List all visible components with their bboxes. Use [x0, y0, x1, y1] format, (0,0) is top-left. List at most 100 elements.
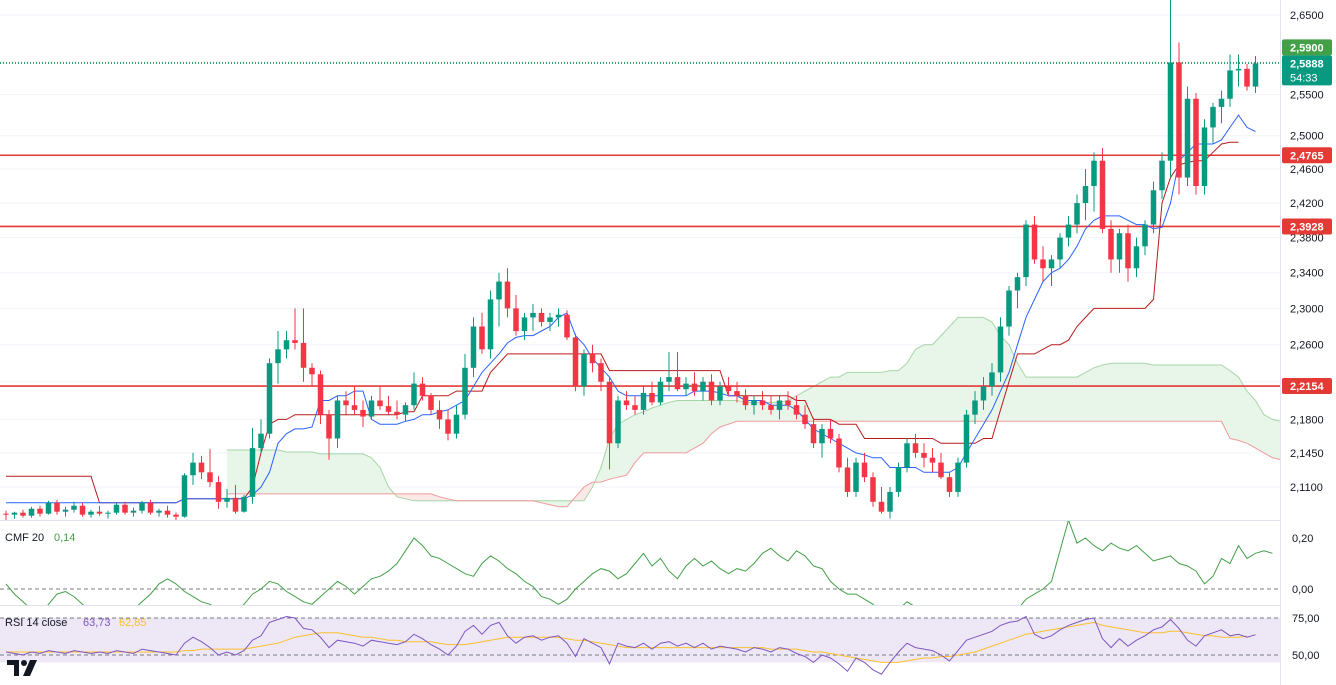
candle [1125, 224, 1131, 282]
candle [547, 312, 553, 332]
candle [419, 377, 426, 401]
candle [666, 352, 672, 392]
candle [79, 502, 86, 517]
rsi-pane[interactable] [0, 615, 1280, 675]
candle [173, 512, 179, 520]
candle-body [861, 462, 868, 478]
candles[interactable] [3, 0, 1259, 521]
candle-body [997, 326, 1004, 373]
candle [1142, 220, 1148, 256]
cloud-segment [312, 451, 321, 494]
candle [776, 395, 783, 420]
candle-body [156, 510, 162, 513]
price-tick-label: 2,1800 [1290, 414, 1324, 426]
candle [1065, 215, 1072, 247]
candle-body [1108, 228, 1114, 260]
candle [1006, 286, 1012, 336]
candle-body [836, 438, 842, 468]
candle-body [870, 477, 876, 502]
candle-body [921, 452, 927, 458]
cloud-segment [380, 467, 389, 494]
candle [657, 377, 664, 406]
candle-body [377, 400, 383, 407]
cloud-segment [1077, 372, 1086, 422]
candle-body [411, 383, 417, 406]
candle [1116, 228, 1123, 273]
candle-body [462, 367, 468, 415]
cloud-segment [1255, 400, 1264, 453]
candle [946, 472, 953, 497]
candle [96, 505, 103, 516]
cloud-segment [1026, 377, 1035, 422]
horizontal-levels[interactable] [0, 61, 1280, 387]
candle-body [45, 502, 52, 514]
candle [1040, 246, 1046, 282]
candle-body [292, 340, 298, 343]
candle [88, 509, 94, 518]
candle-body [173, 514, 179, 517]
candle-body [751, 400, 757, 406]
cloud-segment [677, 400, 686, 453]
rsi-band [0, 618, 1280, 663]
candle [827, 419, 834, 444]
cmf-pane[interactable] [0, 520, 1280, 645]
candle-body [283, 340, 290, 350]
candle-body [785, 400, 791, 406]
cloud-segment [822, 377, 831, 422]
level-tag-1-box [1282, 218, 1332, 235]
candle [113, 502, 120, 515]
candle-body [258, 433, 264, 449]
price-tick-label: 2,3400 [1290, 268, 1324, 280]
candle-body [1125, 233, 1131, 269]
cloud-segment [414, 493, 423, 501]
candle [343, 391, 349, 415]
candle [402, 402, 409, 422]
candle [1167, 0, 1174, 178]
cloud-segment [1145, 363, 1154, 422]
candle-body [334, 400, 341, 439]
cloud-segment [1187, 365, 1196, 422]
candle-body [1235, 68, 1242, 71]
level-high-tag: 2,5900 [1282, 39, 1332, 56]
candle [428, 392, 434, 415]
candle [853, 457, 859, 497]
candle [972, 391, 978, 425]
candle [768, 395, 774, 415]
candle-body [436, 409, 443, 420]
candle-body [674, 377, 681, 390]
candle-body [640, 392, 647, 410]
cloud-segment [847, 372, 856, 422]
cloud-segment [320, 453, 329, 494]
candle-body [164, 510, 171, 515]
candle [572, 333, 579, 392]
candle-body [232, 497, 239, 512]
price-tags: 2,5900 2,5888 54:33 2,4765 2,3928 2,2154 [1282, 39, 1332, 395]
candle-body [1159, 160, 1165, 191]
candle [385, 395, 392, 415]
level-tag-0-text: 2,4765 [1290, 150, 1324, 162]
rsi-label: RSI 14 close [5, 617, 67, 629]
candle-body [368, 400, 375, 417]
candle-body [1133, 246, 1140, 269]
cloud-segment [864, 372, 873, 422]
cloud-segment [720, 400, 729, 428]
candle-body [11, 512, 18, 515]
cmf-tick-label: 0,20 [1292, 533, 1313, 545]
cloud-segment [924, 344, 933, 422]
candle-body [776, 400, 783, 410]
rsi-line [5, 615, 1256, 675]
cloud-segment [890, 370, 899, 422]
candle [921, 443, 927, 468]
candle-body [691, 383, 698, 392]
tradingview-logo-icon[interactable] [6, 656, 40, 680]
candle-body [496, 281, 502, 300]
candle-body [1082, 186, 1089, 204]
candle [861, 452, 868, 483]
rsi-tick-label: 75,00 [1292, 613, 1320, 625]
candle-body [326, 414, 332, 439]
cloud-segment [1017, 363, 1026, 422]
candle [725, 377, 732, 396]
candle [589, 344, 596, 373]
candle-body [530, 312, 536, 318]
